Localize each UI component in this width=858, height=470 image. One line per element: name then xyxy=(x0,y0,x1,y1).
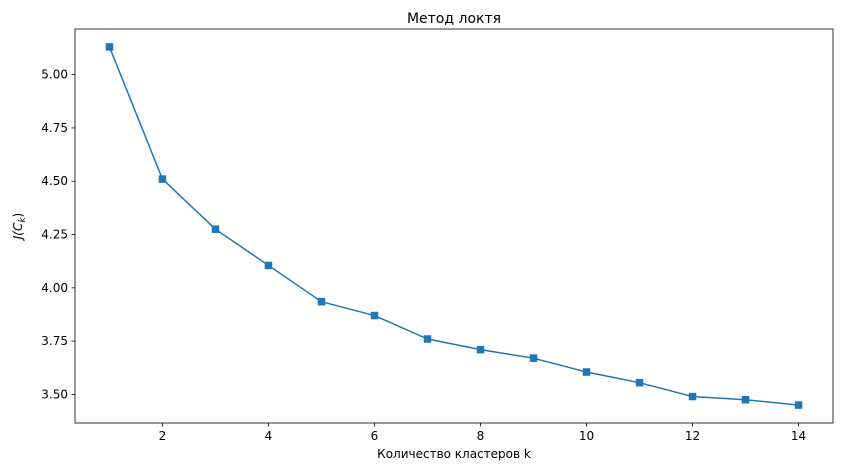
y-tick-label: 4.75 xyxy=(41,121,68,135)
data-point-marker xyxy=(211,225,220,233)
series-layer xyxy=(105,43,803,409)
y-tick-label: 3.50 xyxy=(41,387,68,401)
y-tick-label: 4.25 xyxy=(41,228,68,242)
data-point-marker xyxy=(264,261,273,270)
y-tick-label: 3.75 xyxy=(41,334,68,348)
x-axis-ticks: 2 4 6 8 10 12 14 xyxy=(159,423,806,443)
x-tick-label: 12 xyxy=(685,429,700,443)
data-point-marker xyxy=(317,297,326,306)
data-point-marker xyxy=(476,345,485,354)
series-line xyxy=(108,46,799,406)
data-point-marker xyxy=(158,175,167,183)
data-point-marker xyxy=(529,354,538,362)
x-axis-label: Количество кластеров k xyxy=(377,447,531,461)
x-tick-label: 4 xyxy=(265,429,273,443)
plot-area xyxy=(74,28,834,424)
x-tick-label: 10 xyxy=(579,429,594,443)
y-tick-label: 5.00 xyxy=(41,68,68,82)
data-point-marker xyxy=(635,378,644,387)
x-tick-label: 14 xyxy=(791,429,806,443)
y-axis-label: J(Ck) xyxy=(11,213,28,242)
data-point-marker xyxy=(794,401,803,409)
x-tick-label: 6 xyxy=(371,429,379,443)
x-tick-label: 8 xyxy=(477,429,485,443)
y-tick-label: 4.50 xyxy=(41,174,68,188)
data-point-marker xyxy=(741,396,750,404)
chart-title: Метод локтя xyxy=(407,11,501,27)
data-point-marker xyxy=(582,368,591,376)
data-point-marker xyxy=(688,392,697,401)
y-axis-ticks: 3.50 3.75 4.00 4.25 4.50 4.75 5.00 xyxy=(41,68,75,401)
y-tick-label: 4.00 xyxy=(41,281,68,295)
data-point-marker xyxy=(105,43,114,51)
x-tick-label: 2 xyxy=(159,429,167,443)
data-point-marker xyxy=(423,335,432,343)
data-point-marker xyxy=(370,311,379,320)
